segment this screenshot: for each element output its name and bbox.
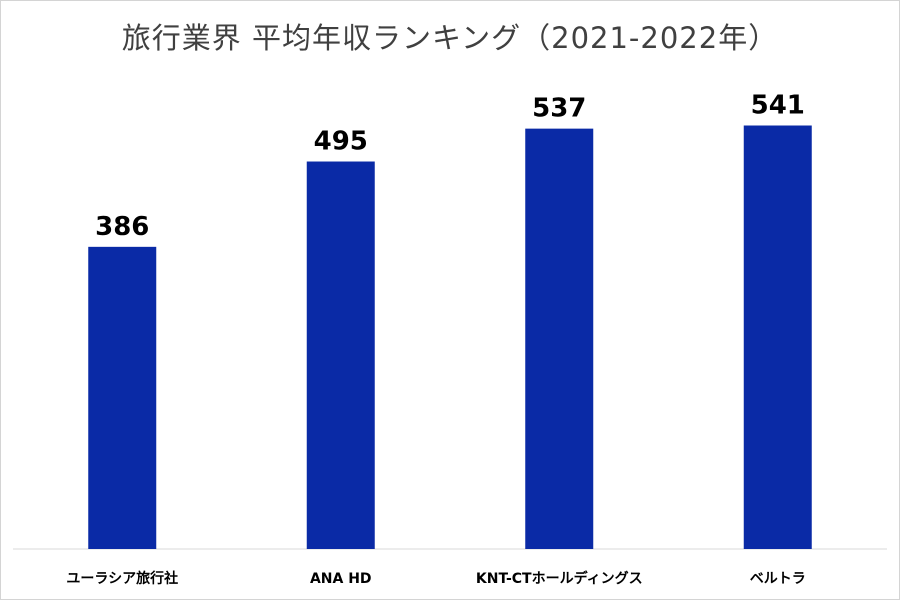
data-label: 495 — [314, 127, 368, 157]
bar — [525, 128, 594, 549]
bar — [306, 161, 375, 550]
bar — [88, 246, 157, 549]
data-label: 537 — [532, 94, 586, 124]
category-label: KNT-CTホールディングス — [476, 570, 643, 587]
chart-title: 旅行業界 平均年収ランキング（2021-2022年） — [121, 21, 779, 55]
category-label: ベルトラ — [750, 571, 806, 587]
bar — [743, 125, 812, 550]
category-label: ANA HD — [310, 571, 372, 587]
category-label: ユーラシア旅行社 — [66, 570, 178, 587]
data-label: 541 — [751, 91, 805, 121]
data-label: 386 — [95, 212, 149, 242]
